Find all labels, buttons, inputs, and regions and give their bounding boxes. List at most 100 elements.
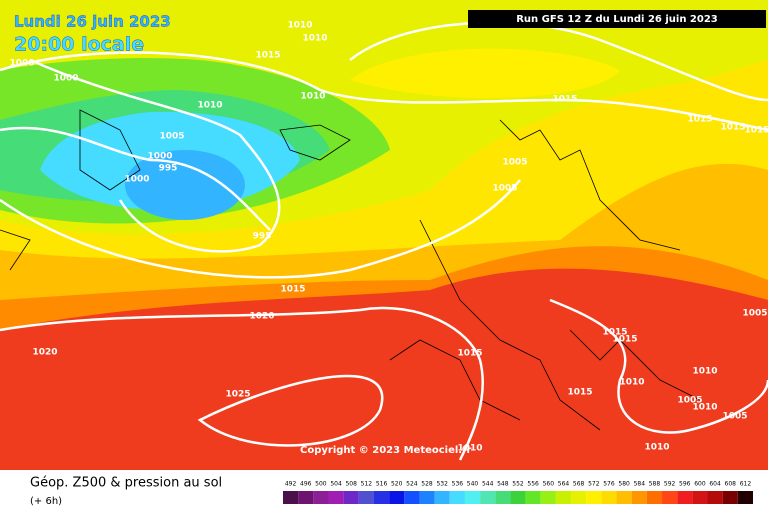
isobar-label: 995 xyxy=(159,164,178,174)
scale-swatch xyxy=(722,491,738,504)
isobar xyxy=(0,306,484,461)
scale-label: 572 xyxy=(588,481,600,488)
scale-swatch xyxy=(631,491,647,504)
isobar-label: 1000 xyxy=(124,175,149,185)
scale-swatch xyxy=(480,491,496,504)
scale-label: 540 xyxy=(467,481,479,488)
scale-label: 504 xyxy=(330,481,342,488)
scale-label: 584 xyxy=(634,481,646,488)
field-blue xyxy=(125,150,245,220)
scale-label: 496 xyxy=(300,481,312,488)
isobar xyxy=(29,58,281,253)
scale-label: 560 xyxy=(543,481,555,488)
scale-swatch xyxy=(358,491,374,504)
footer-title: Géop. Z500 & pression au sol xyxy=(30,476,222,491)
scale-label: 508 xyxy=(345,481,357,488)
scale-swatch xyxy=(662,491,678,504)
isobar-label: 1010 xyxy=(287,21,312,31)
scale-swatch xyxy=(510,491,526,504)
scale-swatch xyxy=(313,491,329,504)
scale-swatch xyxy=(419,491,435,504)
isobar-label: 1010 xyxy=(300,92,325,102)
isobar-label: 1010 xyxy=(457,444,482,454)
scale-swatch xyxy=(692,491,708,504)
scale-label: 568 xyxy=(573,481,585,488)
isobar-label: 1000 xyxy=(53,74,78,84)
scale-swatch xyxy=(616,491,632,504)
copyright: Copyright © 2023 Meteociel.fr xyxy=(300,445,471,456)
scale-swatch xyxy=(525,491,541,504)
scale-swatch xyxy=(328,491,344,504)
isobar-label: 1015 xyxy=(567,388,592,398)
coastlines xyxy=(0,119,701,431)
isobar-label: 1020 xyxy=(32,348,57,358)
scale-swatch xyxy=(601,491,617,504)
scale-label: 520 xyxy=(391,481,403,488)
isobar-label: 1000 xyxy=(9,59,34,69)
isobar-label: 1015 xyxy=(602,328,627,338)
isobar xyxy=(0,126,271,231)
isobar-label: 1020 xyxy=(249,312,274,322)
scale-label: 532 xyxy=(436,481,448,488)
scale-swatch xyxy=(737,491,753,504)
color-scale: 492 496 500 504 508 512 516 520 524 528 532 536 540 5… xyxy=(283,481,753,504)
isobar-labels: 1010101010151000100010101010101510151015… xyxy=(9,21,768,454)
scale-swatch xyxy=(707,491,723,504)
scale-swatch xyxy=(677,491,693,504)
scale-swatch xyxy=(540,491,556,504)
scale-label: 544 xyxy=(482,481,494,488)
isobar-label: 1010 xyxy=(692,403,717,413)
isobar-label: 1025 xyxy=(225,390,250,400)
scale-label: 500 xyxy=(315,481,327,488)
isobar-label: 1010 xyxy=(692,367,717,377)
scale-label: 604 xyxy=(709,481,721,488)
isobar-label: 1005 xyxy=(742,309,767,319)
isobar xyxy=(549,298,768,434)
footer-subtitle: (+ 6h) xyxy=(30,496,62,507)
coastlines-islands xyxy=(79,109,351,191)
scale-label: 536 xyxy=(452,481,464,488)
scale-swatch xyxy=(555,491,572,504)
scale-swatch xyxy=(283,491,299,504)
isobar-label: 1010 xyxy=(644,443,669,453)
date: Lundi 26 juin 2023 xyxy=(14,13,171,31)
isobar xyxy=(0,51,768,132)
isobar-label: 1005 xyxy=(492,184,517,194)
isobar-label: 1000 xyxy=(147,152,172,162)
scale-label: 548 xyxy=(497,481,509,488)
isobar-label: 1015 xyxy=(255,51,280,61)
isobar-label: 1005 xyxy=(502,158,527,168)
field-yellow-core xyxy=(350,48,620,99)
run-banner xyxy=(468,10,766,28)
scale-label: 556 xyxy=(527,481,539,488)
scale-label: 552 xyxy=(512,481,524,488)
scale-label: 524 xyxy=(406,481,418,488)
scale-swatch xyxy=(449,491,465,504)
scale-swatch xyxy=(646,491,663,504)
isobar xyxy=(0,179,521,279)
scale-label: 588 xyxy=(649,481,661,488)
scale-swatch xyxy=(404,491,420,504)
time: 20:00 locale xyxy=(14,34,144,56)
scale-swatch xyxy=(434,491,450,504)
isobar-label: 1015 xyxy=(612,335,637,345)
isobar-label: 1015 xyxy=(280,285,305,295)
scale-label: 608 xyxy=(725,481,737,488)
isobar-label: 1015 xyxy=(720,123,745,133)
scale-swatch xyxy=(343,491,359,504)
scale-swatch xyxy=(389,491,405,504)
scale-label: 580 xyxy=(618,481,630,488)
isobar-label: 1010 xyxy=(197,101,222,111)
isobar-label: 1015 xyxy=(552,95,577,105)
isobar-label: 1010 xyxy=(302,34,327,44)
scale-label: 576 xyxy=(603,481,615,488)
isobar-label: 1005 xyxy=(677,396,702,406)
scale-label: 492 xyxy=(285,481,297,488)
isobar-label: 1010 xyxy=(619,378,644,388)
scale-label: 516 xyxy=(376,481,388,488)
scale-label: 592 xyxy=(664,481,676,488)
isobar-label: 1005 xyxy=(722,412,747,422)
scale-label: 512 xyxy=(361,481,373,488)
scale-label: 600 xyxy=(694,481,706,488)
